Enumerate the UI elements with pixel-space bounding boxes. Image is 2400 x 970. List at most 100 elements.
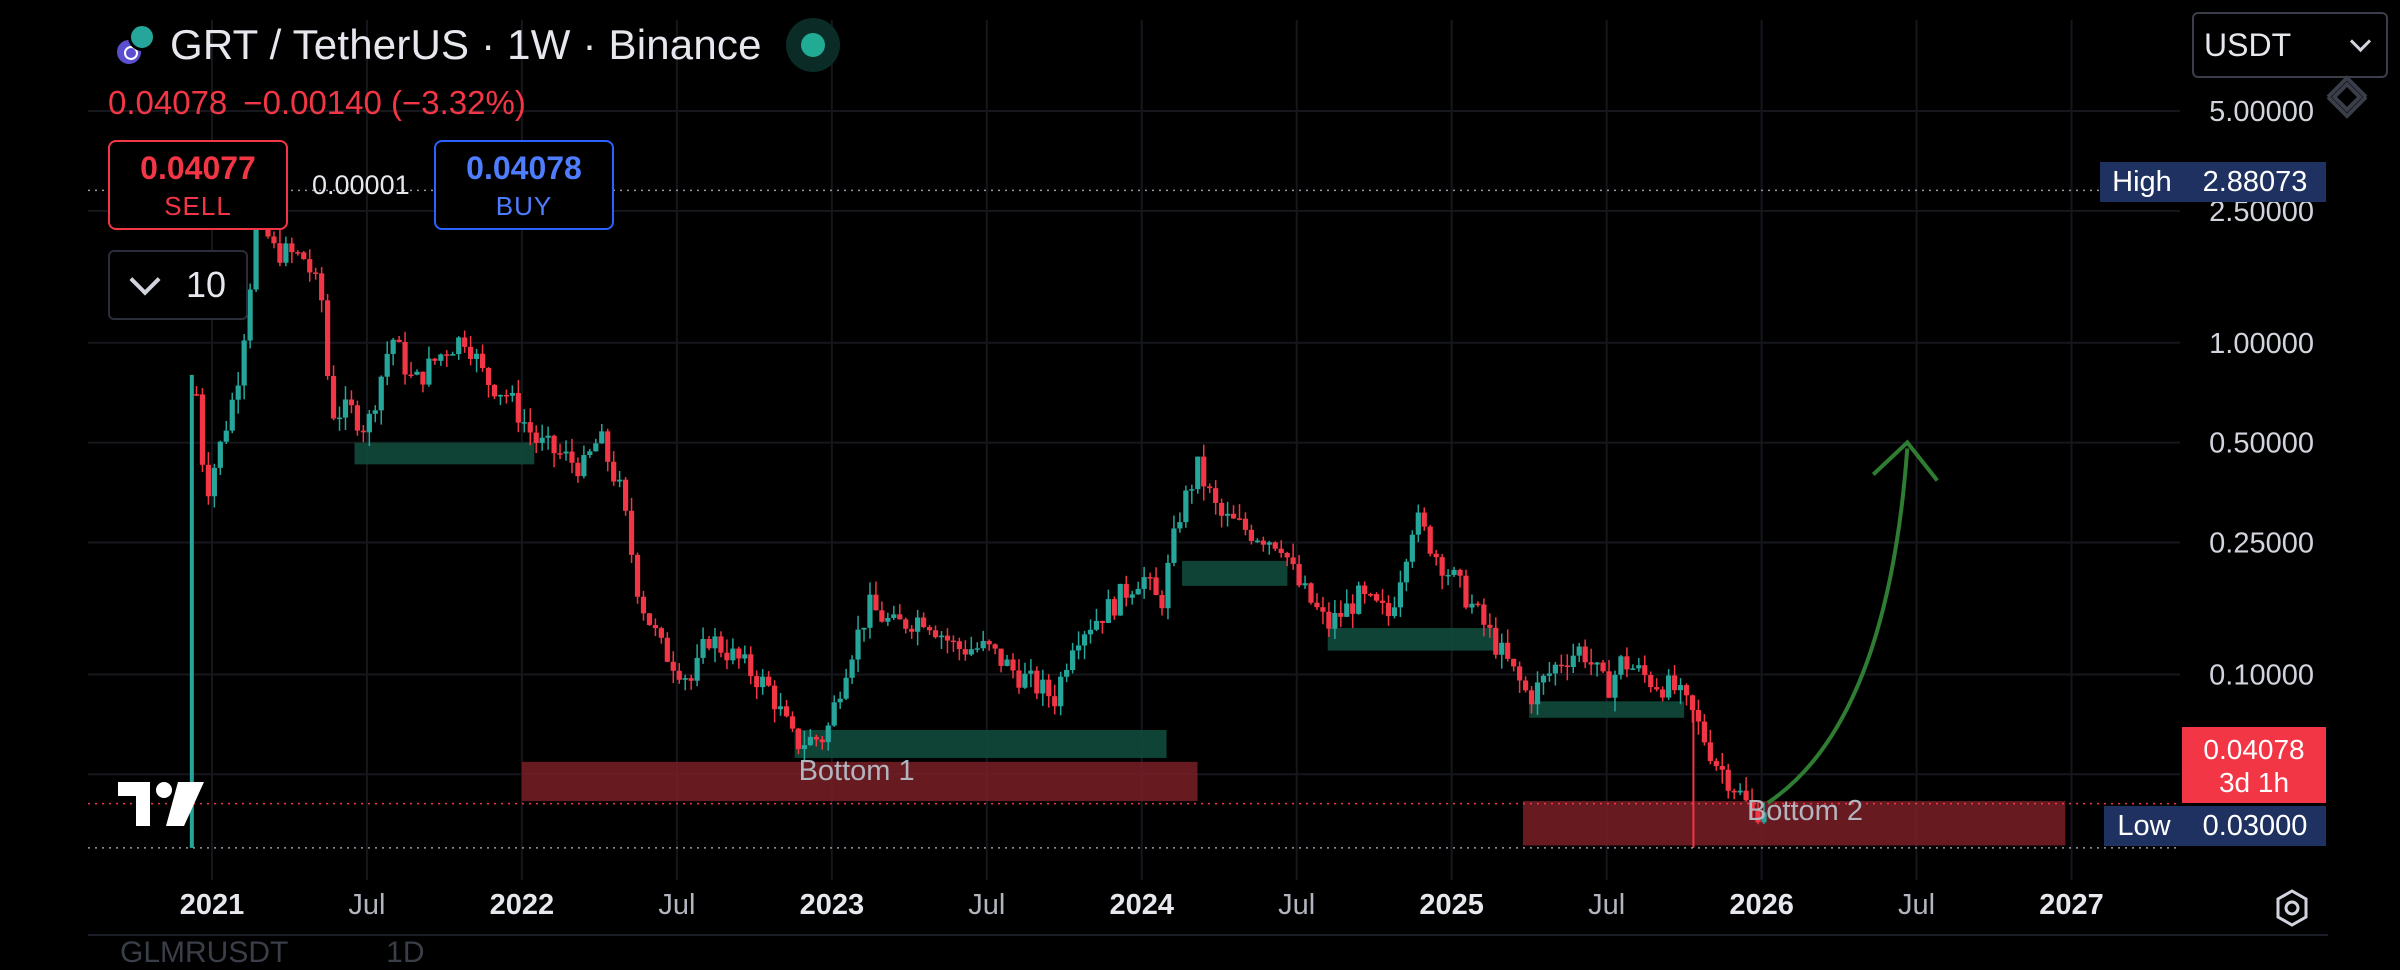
candle-body xyxy=(777,706,784,710)
candle-body xyxy=(1081,634,1088,646)
candle-body xyxy=(301,252,307,260)
x-tick-label: 2024 xyxy=(1109,889,1174,921)
candle-body xyxy=(217,441,223,468)
candle-body xyxy=(1284,552,1290,558)
candle-body xyxy=(652,625,659,629)
candle-body xyxy=(807,736,813,746)
candle-body xyxy=(295,252,301,254)
candle-body xyxy=(205,464,211,497)
market-status-icon[interactable] xyxy=(785,18,840,72)
x-tick-label: 2026 xyxy=(1729,889,1794,921)
candle-body xyxy=(1308,583,1314,603)
candle-body xyxy=(1034,670,1040,694)
candle-body xyxy=(837,698,843,703)
candle-body xyxy=(980,640,986,649)
candle-body xyxy=(1439,557,1445,576)
candle-body xyxy=(1731,790,1737,793)
candle-body xyxy=(730,648,736,661)
candle-body xyxy=(450,354,456,356)
symbol-header: GRT / TetherUS · 1W · Binance xyxy=(108,18,840,72)
candle-body xyxy=(831,702,837,726)
candle-body xyxy=(1242,518,1249,530)
candle-body xyxy=(1427,526,1433,554)
candle-body xyxy=(587,451,593,456)
spread-value: 0.00001 xyxy=(312,170,410,200)
candle-body xyxy=(426,358,432,385)
candle-body xyxy=(617,479,623,482)
green-zone xyxy=(1327,628,1496,651)
candle-body xyxy=(444,354,450,356)
tradingview-logo-icon xyxy=(118,782,204,826)
y-tick-label: 0.10000 xyxy=(2209,659,2314,691)
candle-body xyxy=(1463,575,1469,608)
candle-body xyxy=(1022,673,1028,688)
candle-body xyxy=(772,685,778,710)
candle-body xyxy=(998,648,1004,666)
candle-body xyxy=(1099,620,1106,623)
candle-body xyxy=(1695,710,1702,722)
candle-body xyxy=(468,346,474,359)
reference-lines xyxy=(88,189,2180,849)
candle-body xyxy=(682,678,688,680)
candle-body xyxy=(1588,662,1594,665)
candle-body xyxy=(1040,679,1046,694)
sell-button[interactable]: 0.04077 SELL xyxy=(108,140,288,230)
candle-body xyxy=(569,451,575,463)
candle-body xyxy=(1624,656,1630,670)
candle-body xyxy=(1153,577,1159,596)
currency-select[interactable]: USDT xyxy=(2192,12,2388,78)
candle-body xyxy=(944,635,951,641)
candle-body xyxy=(861,627,867,630)
candle-body xyxy=(229,399,235,431)
bottom-1-label: Bottom 1 xyxy=(799,755,915,787)
candle-body xyxy=(1058,676,1064,707)
green-zone xyxy=(794,729,1167,758)
x-tick-label: 2021 xyxy=(180,889,245,921)
candle-body xyxy=(1683,685,1690,696)
candle-body xyxy=(575,462,581,477)
candle-body xyxy=(479,353,486,369)
settings-gear-icon[interactable] xyxy=(2272,888,2312,928)
indicators-toggle-button[interactable]: 10 xyxy=(108,250,248,320)
candle-body xyxy=(801,745,808,750)
symbol-title[interactable]: GRT / TetherUS · 1W · Binance xyxy=(170,21,762,68)
projection-arrow xyxy=(1766,439,1939,805)
y-tick-label: 5.00000 xyxy=(2209,96,2314,128)
candle-body xyxy=(1207,486,1213,489)
secondary-pane-symbol: GLMRUSDT 1D xyxy=(120,936,425,970)
candle-body xyxy=(932,630,939,638)
candle-body xyxy=(253,207,259,290)
candle-body xyxy=(491,384,498,397)
candle-body xyxy=(1141,577,1147,589)
candle-body xyxy=(700,638,706,658)
candle-body xyxy=(1070,650,1076,671)
time-axis[interactable]: 2021 Jul 2022 Jul 2023 Jul 2024 Jul 2025 Jul 2026 J… xyxy=(180,889,2104,921)
x-tick-label: 2023 xyxy=(800,889,865,921)
candle-body xyxy=(372,410,378,414)
candle-body xyxy=(1517,666,1523,681)
candle-body xyxy=(1320,607,1326,612)
candle-body xyxy=(724,652,730,661)
low-label: Low xyxy=(2104,806,2184,846)
candle-body xyxy=(247,289,253,341)
candle-body xyxy=(1010,659,1016,671)
candle-body xyxy=(783,706,790,717)
candle-body xyxy=(402,342,408,375)
candle-body xyxy=(1117,583,1123,616)
candle-body xyxy=(849,659,855,678)
candle-body xyxy=(1540,675,1547,683)
candle-body xyxy=(354,405,360,431)
candle-body xyxy=(408,374,414,377)
candle-body xyxy=(313,272,319,274)
red-zone xyxy=(521,761,1198,802)
secondary-symbol: GLMRUSDT xyxy=(120,936,288,969)
candle-body xyxy=(819,739,825,743)
candle-body xyxy=(438,354,444,361)
candle-body xyxy=(211,467,217,497)
candle-body xyxy=(1385,602,1392,617)
buy-button[interactable]: 0.04078 BUY xyxy=(434,140,614,230)
candle-body xyxy=(1648,675,1654,688)
candle-body xyxy=(789,716,796,729)
candle-body xyxy=(825,725,831,743)
